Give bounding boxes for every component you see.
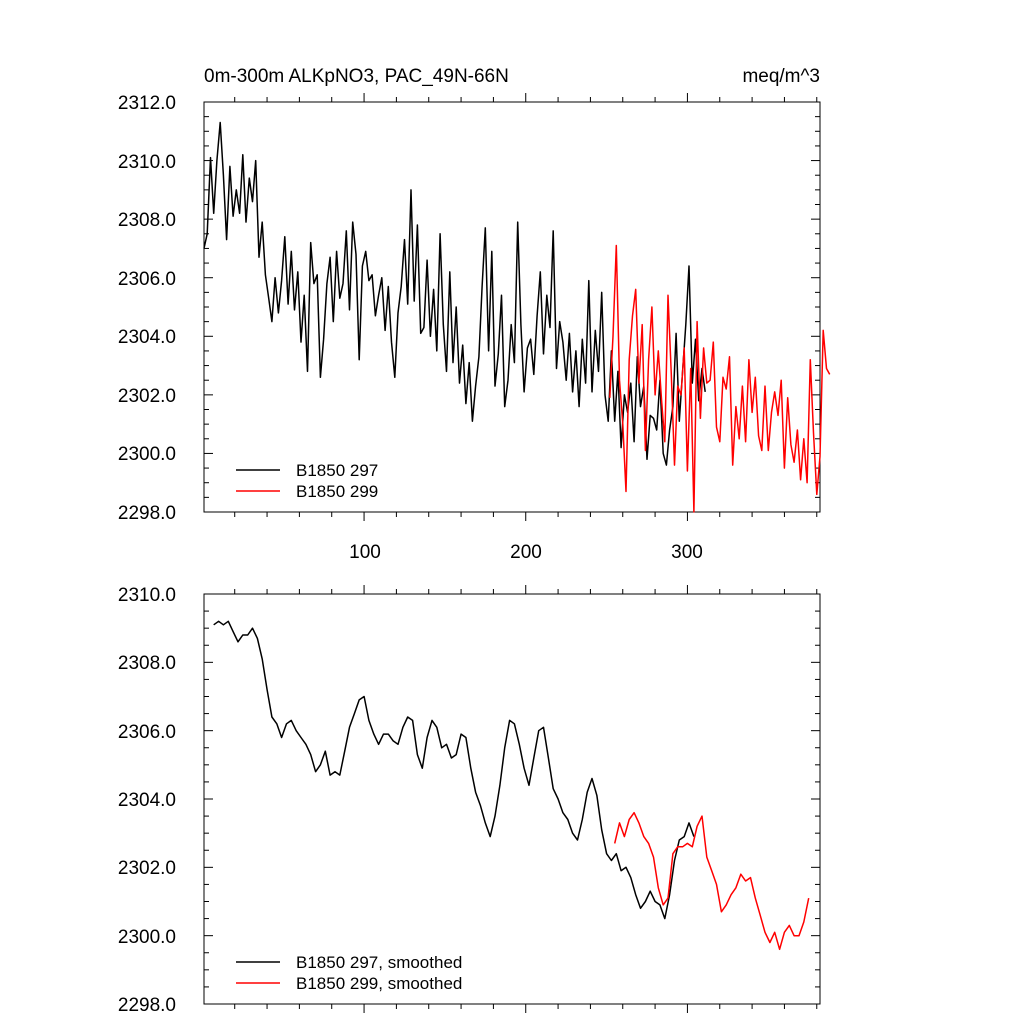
bottom-ytick-label: 2300.0 [118,927,176,948]
bottom-ytick-label: 2304.0 [118,790,176,811]
top-series-b1850-299-line [609,244,831,513]
top-legend: B1850 297 B1850 299 [236,461,378,501]
bottom-axis-ticks [204,585,820,1013]
top-ytick-label: 2306.0 [118,269,176,290]
bottom-ytick-label: 2308.0 [118,653,176,674]
top-legend-label-b1850-299: B1850 299 [296,482,378,501]
bottom-ytick-label: 2302.0 [118,858,176,879]
bottom-plot-frame [203,593,821,1005]
bottom-ytick-label: 2310.0 [118,585,176,606]
top-ytick-label: 2302.0 [118,386,176,407]
top-ytick-label: 2310.0 [118,152,176,173]
top-axis-ticks [204,93,820,521]
top-ytick-label: 2304.0 [118,327,176,348]
top-ytick-label: 2298.0 [118,503,176,524]
top-panel: 0m-300m ALKpNO3, PAC_49N-66N meq/m^3 229… [118,66,831,563]
top-series-b1850-297-line [203,121,706,466]
top-ytick-label: 2308.0 [118,210,176,231]
bottom-legend: B1850 297, smoothed B1850 299, smoothed [236,953,462,993]
bottom-panel: 2298.0 2300.0 2302.0 2304.0 2306.0 2308.… [118,585,821,1016]
bottom-series-b1850-299-smoothed-line [613,811,810,951]
bottom-legend-label-b1850-297-smoothed: B1850 297, smoothed [296,953,462,972]
bottom-legend-label-b1850-299-smoothed: B1850 299, smoothed [296,974,462,993]
top-chart-title: 0m-300m ALKpNO3, PAC_49N-66N [204,66,509,87]
top-ytick-label: 2300.0 [118,444,176,465]
top-chart-units: meq/m^3 [742,66,820,87]
top-legend-label-b1850-297: B1850 297 [296,461,378,480]
bottom-ytick-label: 2298.0 [118,995,176,1016]
top-xtick-label: 200 [510,542,542,563]
bottom-series-b1850-297-smoothed-line [213,620,695,920]
top-xtick-label: 100 [349,542,381,563]
bottom-ytick-label: 2306.0 [118,722,176,743]
top-xtick-label: 300 [671,542,703,563]
top-ytick-label: 2312.0 [118,93,176,114]
top-plot-frame [203,101,821,513]
